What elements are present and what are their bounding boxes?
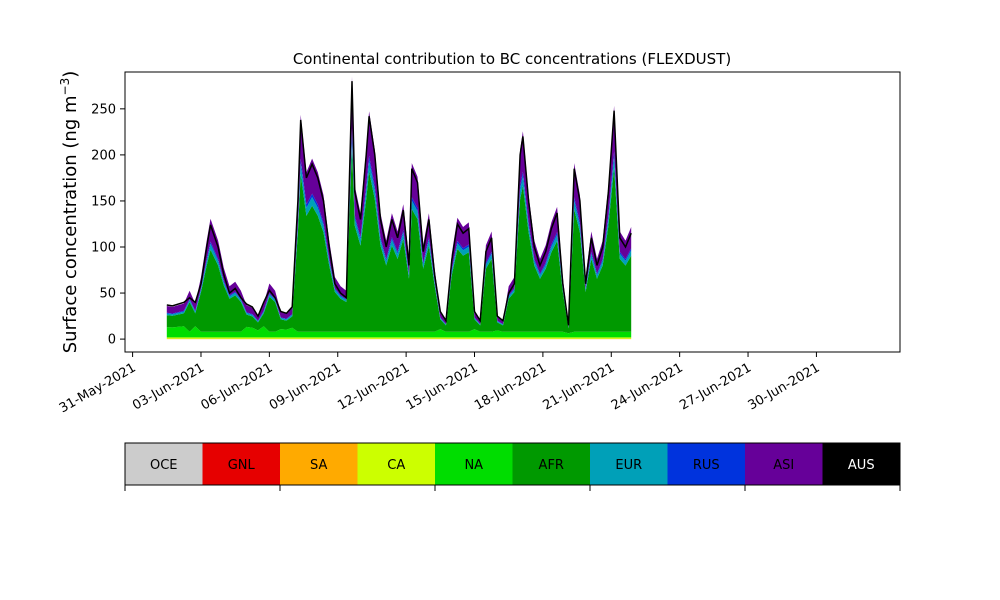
chart-title: Continental contribution to BC concentra…	[293, 50, 731, 68]
area-na	[166, 326, 632, 338]
plot-frame	[124, 71, 901, 353]
area-afr	[166, 146, 632, 334]
legend-label-ca: CA	[387, 458, 405, 473]
y-axis-label: Surface concentration (ng m−3)	[58, 71, 81, 354]
legend-swatch-na	[435, 443, 513, 485]
legend-swatch-eur	[590, 443, 668, 485]
y-axis-label-main: Surface concentration (ng m	[60, 95, 81, 353]
total-line	[166, 81, 632, 326]
y-tick-label: 50	[99, 287, 116, 302]
legend-label-gnl: GNL	[228, 458, 256, 473]
legend-swatch-rus	[667, 443, 745, 485]
x-tick-label: 30-Jun-2021	[746, 360, 823, 413]
y-axis: 0 50 100 150 200 250	[91, 102, 125, 348]
legend-label-afr: AFR	[539, 458, 564, 473]
y-tick-label: 100	[91, 241, 116, 256]
legend-label-na: NA	[464, 458, 483, 473]
y-tick-label: 250	[91, 102, 116, 117]
legend-label-oce: OCE	[150, 458, 178, 473]
plot-area	[166, 76, 632, 340]
legend-swatch-asi	[745, 443, 823, 485]
legend-swatch-afr	[512, 443, 590, 485]
y-tick-label: 200	[91, 148, 116, 163]
legend-label-sa: SA	[310, 458, 327, 473]
x-tick-label: 18-Jun-2021	[472, 360, 549, 413]
legend-swatch-oce	[125, 443, 203, 485]
x-tick-label: 21-Jun-2021	[540, 360, 617, 413]
x-tick-label: 09-Jun-2021	[267, 360, 344, 413]
x-tick-label: 06-Jun-2021	[199, 360, 276, 413]
y-axis-label-close: )	[60, 71, 81, 78]
y-tick-label: 0	[108, 333, 116, 348]
x-axis: 31-May-202103-Jun-202106-Jun-202109-Jun-…	[57, 352, 823, 416]
x-tick-label: 12-Jun-2021	[335, 360, 412, 413]
area-ca	[166, 337, 632, 339]
legend-label-aus: AUS	[848, 458, 875, 473]
legend-swatch-aus	[822, 443, 900, 485]
x-tick-label: 24-Jun-2021	[609, 360, 686, 413]
y-axis-label-sup: −3	[58, 78, 72, 96]
legend: OCE GNL SA CA NA AFR EUR RUS ASI AUS	[124, 442, 901, 491]
legend-frame	[124, 442, 901, 486]
x-tick-label: 03-Jun-2021	[130, 360, 207, 413]
legend-label-rus: RUS	[693, 458, 720, 473]
y-tick-label: 150	[91, 194, 116, 209]
legend-swatch-sa	[280, 443, 358, 485]
legend-swatch-ca	[357, 443, 435, 485]
legend-swatch-gnl	[202, 443, 280, 485]
x-tick-label: 31-May-2021	[57, 360, 139, 416]
x-tick-label: 15-Jun-2021	[404, 360, 481, 413]
legend-label-eur: EUR	[615, 458, 642, 473]
legend-label-asi: ASI	[773, 458, 794, 473]
x-tick-label: 27-Jun-2021	[677, 360, 754, 413]
